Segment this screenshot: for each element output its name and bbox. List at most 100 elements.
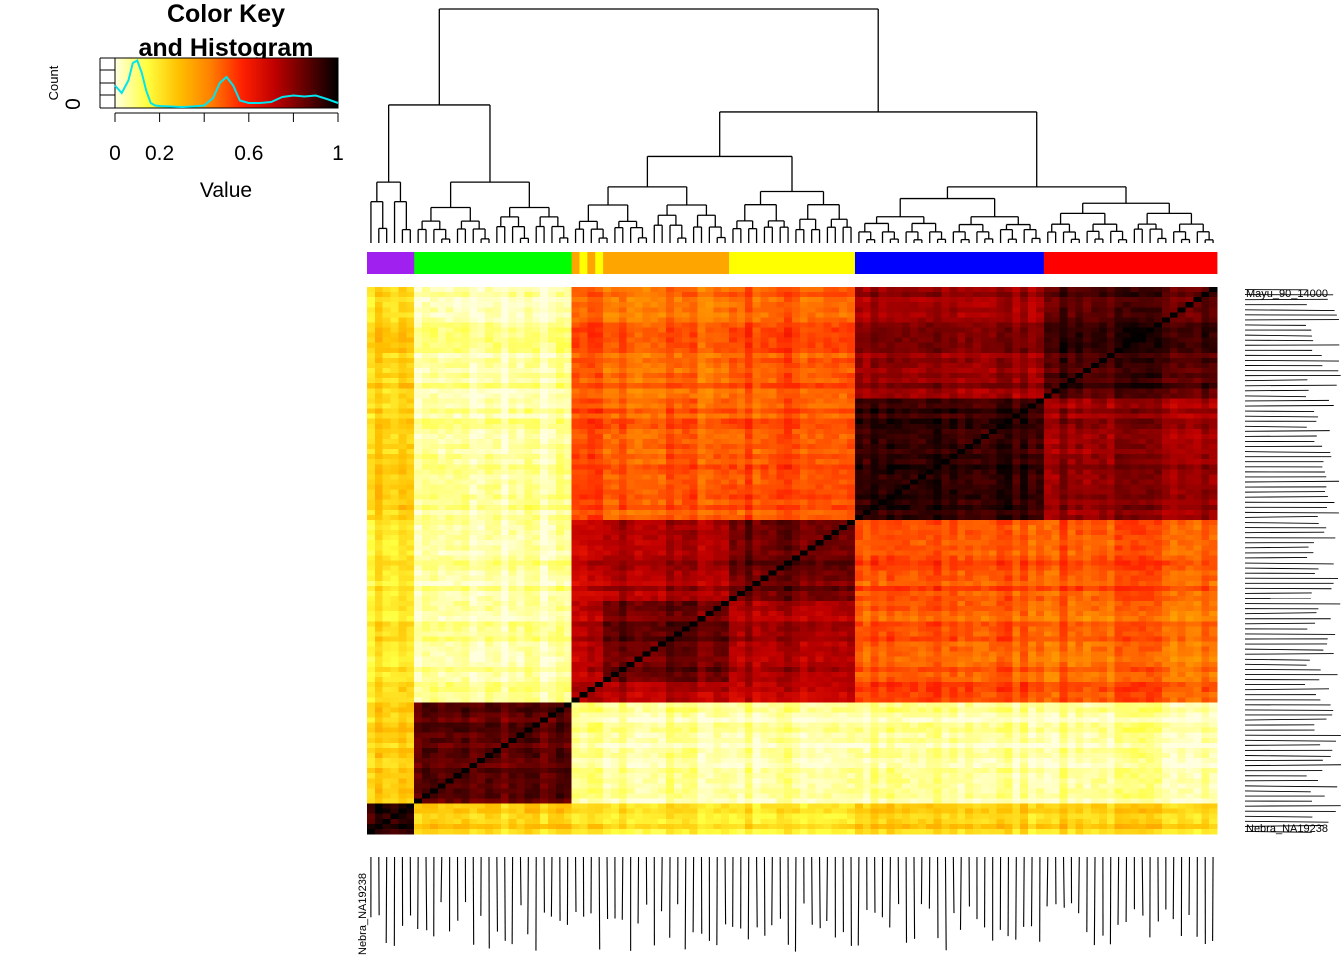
heatmap-cell	[988, 398, 998, 404]
heatmap-cell	[917, 347, 927, 354]
heatmap-cell	[839, 459, 848, 465]
heatmap-cell	[485, 454, 494, 460]
heatmap-cell	[398, 428, 407, 435]
heatmap-cell	[422, 383, 431, 389]
heatmap-cell	[618, 337, 628, 344]
heatmap-cell	[1035, 484, 1045, 490]
heatmap-cell	[705, 378, 714, 384]
heatmap-cell	[1130, 373, 1139, 379]
heatmap-cell	[776, 383, 785, 389]
heatmap-cell	[1209, 378, 1218, 384]
heatmap-cell	[736, 317, 746, 323]
heatmap-cell	[1154, 449, 1163, 455]
heatmap-cell	[736, 373, 746, 379]
heatmap-cell	[792, 454, 801, 460]
heatmap-cell	[1098, 444, 1108, 450]
heatmap-cell	[634, 479, 643, 485]
heatmap-cell	[925, 347, 935, 354]
heatmap-cell	[1075, 469, 1084, 475]
heatmap-cell	[980, 287, 990, 293]
heatmap-cell	[1161, 413, 1171, 420]
heatmap-cell	[390, 357, 399, 364]
heatmap-cell	[485, 449, 494, 455]
heatmap-cell	[666, 393, 675, 399]
heatmap-cell	[1177, 398, 1186, 404]
heatmap-cell	[1106, 287, 1116, 293]
heatmap-cell	[736, 459, 746, 465]
heatmap-cell	[1028, 428, 1037, 435]
heatmap-cell	[792, 433, 801, 440]
heatmap-cell	[744, 287, 754, 293]
heatmap-cell	[1098, 464, 1108, 470]
heatmap-cell	[1209, 332, 1218, 339]
heatmap-cell	[461, 403, 470, 409]
heatmap-cell	[658, 352, 667, 359]
heatmap-cell	[595, 373, 604, 379]
heatmap-cell	[445, 322, 454, 328]
heatmap-cell	[902, 418, 911, 425]
heatmap-cell	[1059, 393, 1068, 399]
heatmap-cell	[792, 312, 801, 318]
heatmap-cell	[445, 388, 454, 394]
heatmap-cell	[595, 383, 604, 389]
heatmap-cell	[563, 297, 573, 303]
heatmap-cell	[1193, 438, 1202, 445]
heatmap-cell	[910, 444, 919, 450]
heatmap-cell	[516, 474, 525, 480]
heatmap-cell	[422, 297, 431, 303]
heatmap-cell	[666, 373, 675, 379]
heatmap-cell	[587, 413, 596, 420]
heatmap-cell	[1098, 408, 1108, 415]
heatmap-cell	[1169, 479, 1179, 485]
heatmap-cell	[1201, 438, 1210, 445]
heatmap-cell	[1138, 444, 1147, 450]
heatmap-cell	[1193, 383, 1202, 389]
heatmap-cell	[713, 474, 722, 480]
heatmap-cell	[1114, 322, 1123, 328]
heatmap-cell	[1146, 362, 1155, 369]
heatmap-cell	[1146, 347, 1155, 354]
heatmap-cell	[815, 469, 824, 475]
heatmap-cell	[831, 287, 840, 293]
heatmap-cell	[453, 337, 462, 344]
heatmap-cell	[1201, 327, 1210, 333]
heatmap-cell	[1114, 383, 1123, 389]
heatmap-cell	[886, 302, 895, 308]
heatmap-cell	[445, 307, 454, 313]
heatmap-cell	[398, 307, 407, 313]
heatmap-cell	[1059, 383, 1068, 389]
heatmap-cell	[1209, 373, 1218, 379]
heatmap-cell	[1004, 464, 1013, 470]
heatmap-cell	[571, 398, 580, 404]
heatmap-cell	[1138, 454, 1147, 460]
heatmap-cell	[1146, 287, 1155, 293]
heatmap-cell	[949, 307, 958, 313]
heatmap-cell	[681, 484, 691, 490]
heatmap-cell	[807, 428, 817, 435]
heatmap-cell	[996, 317, 1005, 323]
heatmap-cell	[429, 373, 439, 379]
heatmap-cell	[524, 494, 533, 501]
heatmap-cell	[367, 368, 376, 374]
heatmap-cell	[1083, 357, 1092, 364]
heatmap-cell	[736, 438, 746, 445]
heatmap-cell	[1067, 449, 1076, 455]
heatmap-cell	[776, 499, 785, 506]
heatmap-cell	[705, 449, 714, 455]
heatmap-cell	[697, 438, 706, 445]
heatmap-cell	[477, 428, 486, 435]
heatmap-cell	[469, 362, 478, 369]
heatmap-cell	[516, 362, 525, 369]
heatmap-cell	[823, 484, 832, 490]
heatmap-cell	[610, 352, 620, 359]
cluster-color-segment	[603, 252, 730, 274]
heatmap-cell	[917, 312, 927, 318]
heatmap-cell	[1059, 362, 1068, 369]
heatmap-cell	[398, 393, 407, 399]
heatmap-cell	[461, 454, 470, 460]
cluster-color-segment	[595, 252, 604, 274]
heatmap-cell	[532, 408, 541, 415]
heatmap-cell	[713, 317, 722, 323]
heatmap-cell	[1209, 383, 1218, 389]
heatmap-cell	[1138, 312, 1147, 318]
